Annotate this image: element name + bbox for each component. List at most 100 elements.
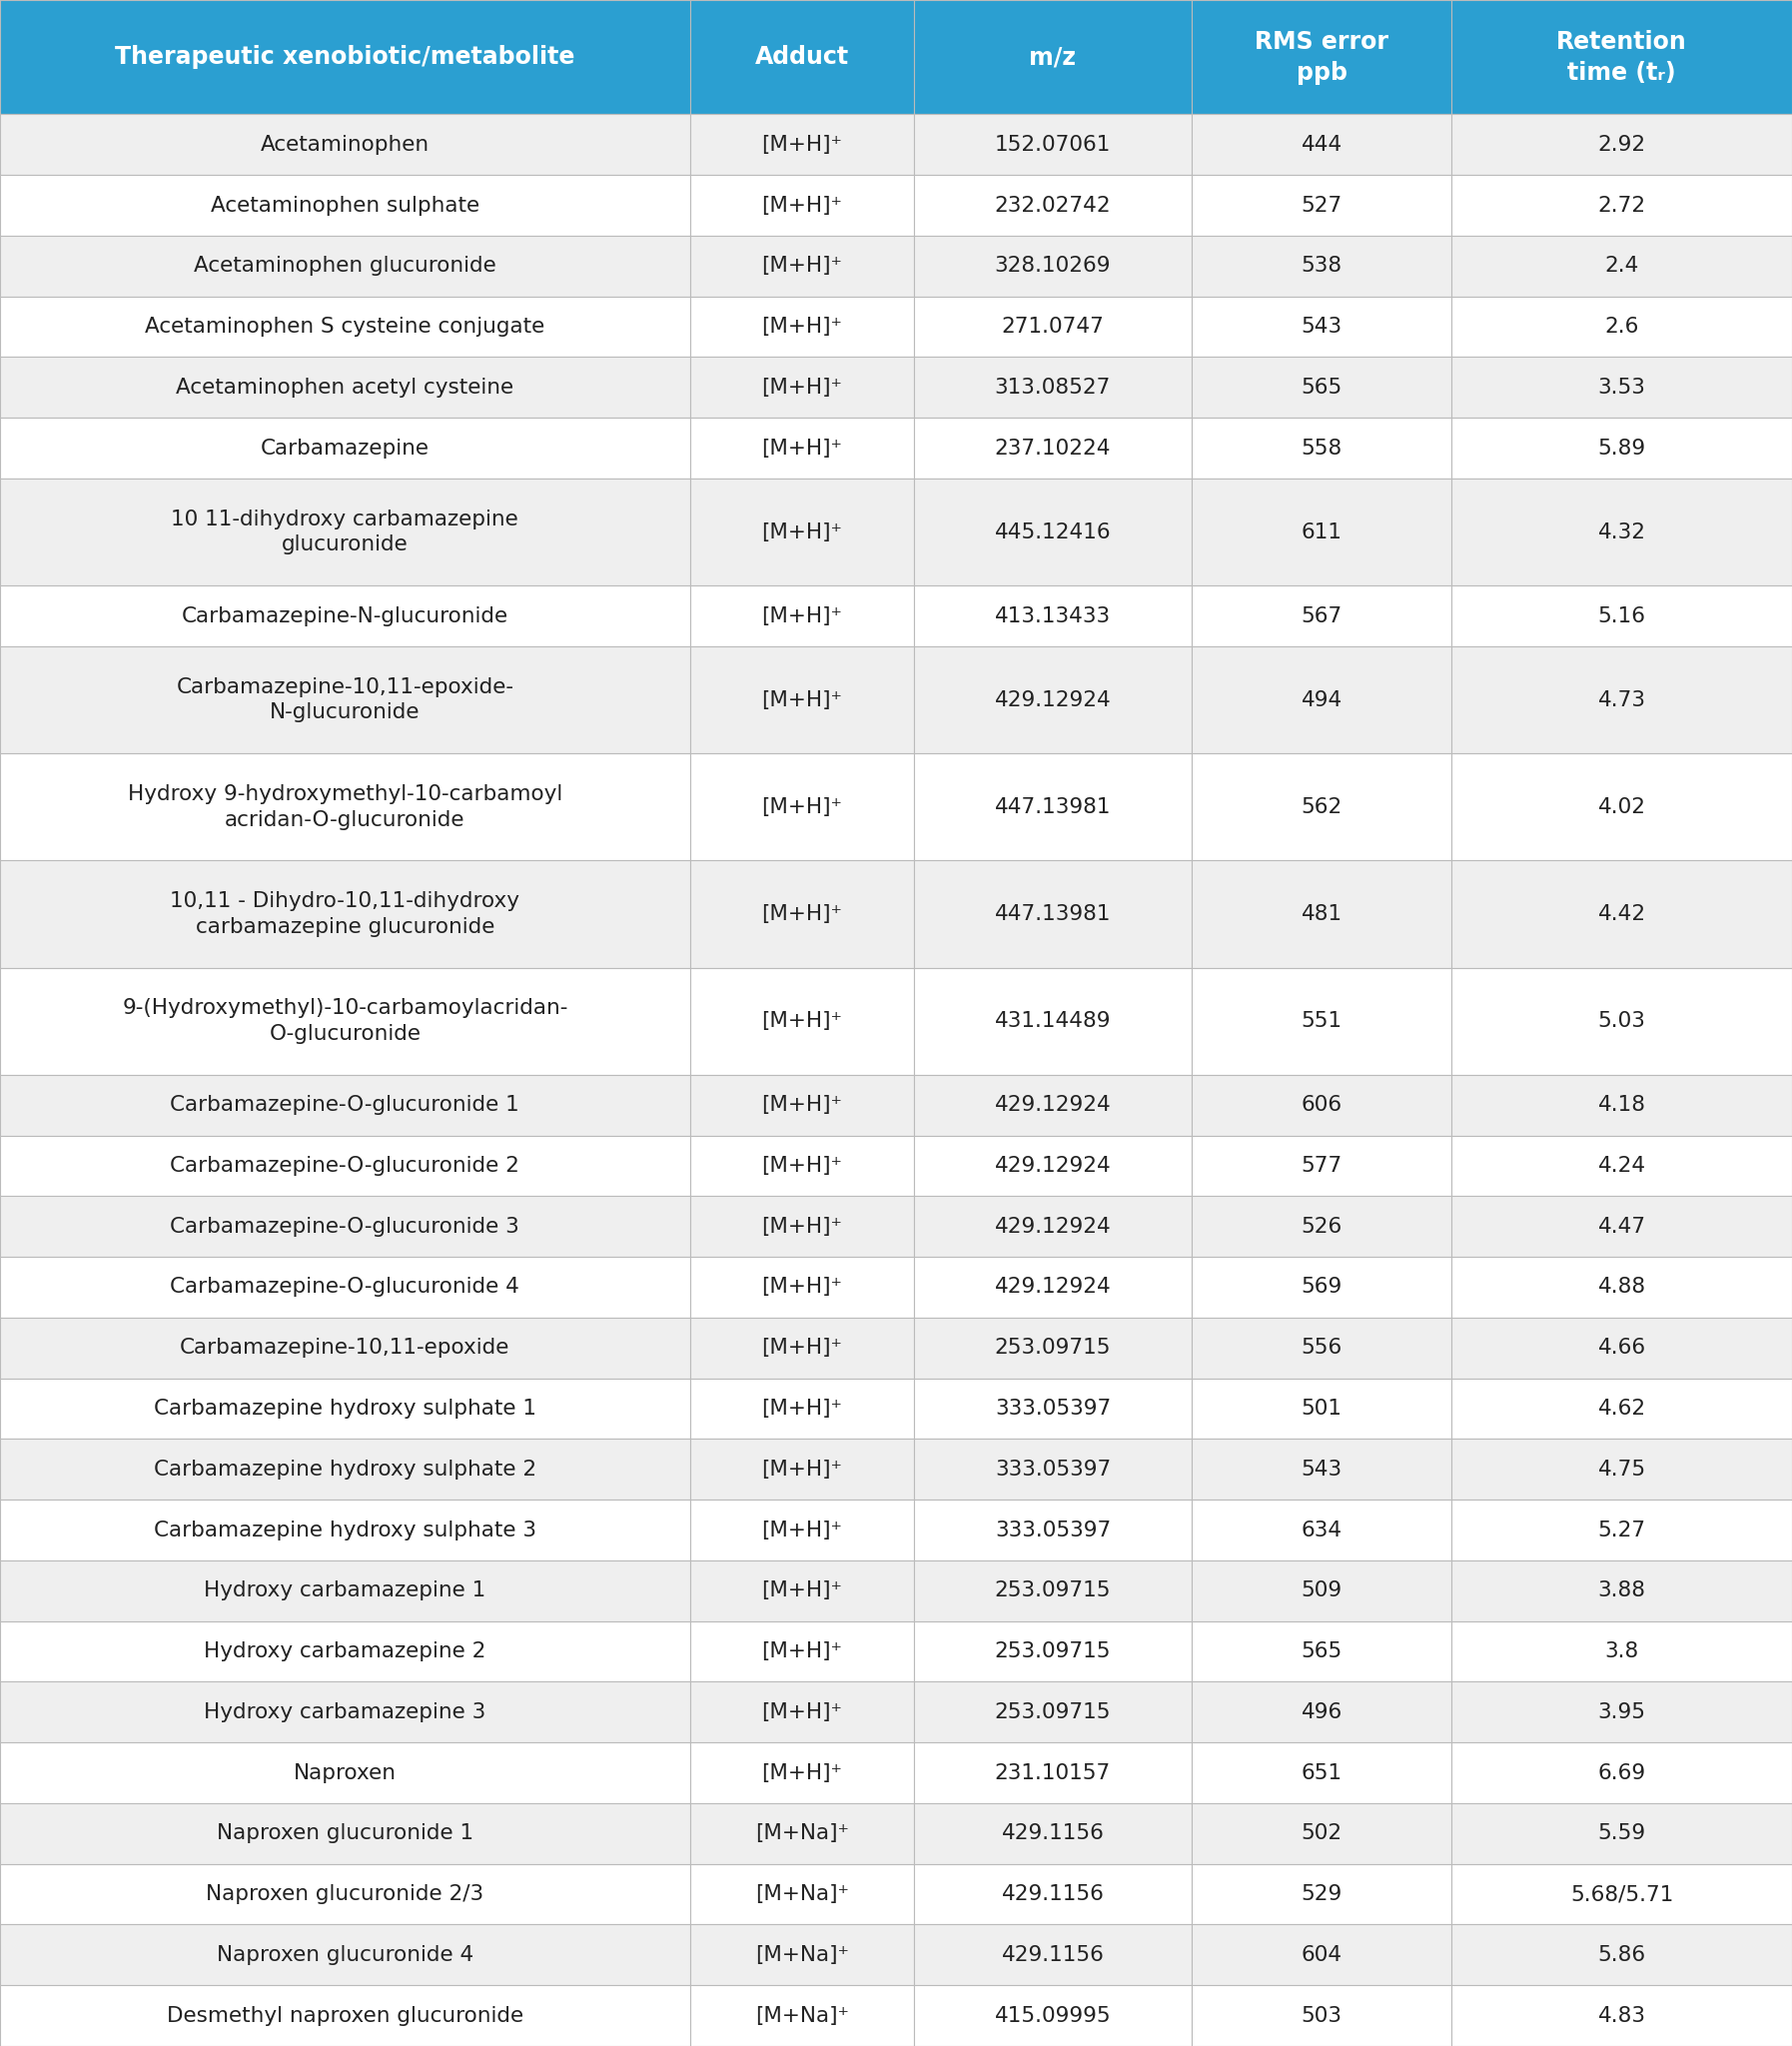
Bar [0,585,690,647]
Text: 503: 503 [1301,2005,1342,2026]
Text: [M+Na]⁺: [M+Na]⁺ [754,1946,849,1964]
Bar [1192,1438,1452,1500]
Text: 413.13433: 413.13433 [995,606,1111,626]
Text: 5.68/5.71: 5.68/5.71 [1570,1884,1674,1905]
Text: [M+H]⁺: [M+H]⁺ [762,1582,842,1600]
Bar [1452,1500,1792,1561]
Text: Hydroxy carbamazepine 3: Hydroxy carbamazepine 3 [204,1702,486,1723]
Bar [1192,0,1452,115]
Text: [M+H]⁺: [M+H]⁺ [762,1641,842,1661]
Bar [1192,1620,1452,1682]
Text: [M+H]⁺: [M+H]⁺ [762,317,842,338]
Bar [690,115,914,176]
Bar [690,1743,914,1803]
Text: 4.24: 4.24 [1598,1156,1645,1176]
Bar [0,1925,690,1985]
Bar [0,1438,690,1500]
Text: 429.1156: 429.1156 [1002,1884,1104,1905]
Bar [0,479,690,585]
Bar [0,417,690,479]
Text: 4.42: 4.42 [1598,904,1645,925]
Text: 556: 556 [1301,1338,1342,1359]
Bar [1452,417,1792,479]
Bar [0,968,690,1074]
Bar [1452,753,1792,861]
Bar [690,1620,914,1682]
Bar [1192,1985,1452,2046]
Bar [1452,297,1792,358]
Text: Carbamazepine-O-glucuronide 3: Carbamazepine-O-glucuronide 3 [170,1217,520,1236]
Bar [1452,1561,1792,1620]
Text: 3.95: 3.95 [1598,1702,1645,1723]
Bar [1452,1682,1792,1743]
Bar [914,1864,1192,1925]
Bar [690,0,914,115]
Text: 5.59: 5.59 [1598,1823,1645,1843]
Bar [0,1803,690,1864]
Bar [914,585,1192,647]
Bar [914,753,1192,861]
Bar [1452,479,1792,585]
Text: 5.16: 5.16 [1598,606,1645,626]
Text: 5.03: 5.03 [1598,1011,1645,1031]
Bar [1192,1136,1452,1197]
Text: [M+H]⁺: [M+H]⁺ [762,1399,842,1418]
Text: 551: 551 [1301,1011,1342,1031]
Text: 6.69: 6.69 [1598,1764,1645,1782]
Text: 565: 565 [1301,376,1342,397]
Bar [1452,358,1792,417]
Bar [914,861,1192,968]
Bar [1192,297,1452,358]
Text: [M+H]⁺: [M+H]⁺ [762,1459,842,1479]
Text: 4.02: 4.02 [1598,798,1645,816]
Bar [914,1256,1192,1318]
Bar [1452,1620,1792,1682]
Text: 333.05397: 333.05397 [995,1520,1111,1541]
Text: 501: 501 [1301,1399,1342,1418]
Text: [M+H]⁺: [M+H]⁺ [762,376,842,397]
Bar [914,1074,1192,1136]
Text: RMS error
ppb: RMS error ppb [1254,31,1389,84]
Bar [0,1743,690,1803]
Bar [690,1136,914,1197]
Bar [690,1197,914,1256]
Text: [M+Na]⁺: [M+Na]⁺ [754,2005,849,2026]
Text: 10 11-dihydroxy carbamazepine
glucuronide: 10 11-dihydroxy carbamazepine glucuronid… [172,509,518,554]
Bar [914,297,1192,358]
Bar [914,1136,1192,1197]
Bar [690,176,914,235]
Bar [690,1438,914,1500]
Bar [1192,1256,1452,1318]
Text: Carbamazepine-10,11-epoxide: Carbamazepine-10,11-epoxide [179,1338,511,1359]
Text: 577: 577 [1301,1156,1342,1176]
Text: [M+H]⁺: [M+H]⁺ [762,1338,842,1359]
Bar [1452,1318,1792,1379]
Text: 447.13981: 447.13981 [995,798,1111,816]
Bar [0,358,690,417]
Text: 3.53: 3.53 [1598,376,1645,397]
Bar [1192,968,1452,1074]
Text: Carbamazepine hydroxy sulphate 3: Carbamazepine hydroxy sulphate 3 [154,1520,536,1541]
Bar [0,1136,690,1197]
Text: 567: 567 [1301,606,1342,626]
Text: Adduct: Adduct [754,45,849,70]
Bar [1192,176,1452,235]
Text: [M+H]⁺: [M+H]⁺ [762,798,842,816]
Bar [0,1379,690,1438]
Bar [914,1925,1192,1985]
Text: Retention
time (tᵣ): Retention time (tᵣ) [1557,31,1686,84]
Text: Naproxen glucuronide 1: Naproxen glucuronide 1 [217,1823,473,1843]
Text: 3.88: 3.88 [1598,1582,1645,1600]
Text: Hydroxy carbamazepine 2: Hydroxy carbamazepine 2 [204,1641,486,1661]
Bar [1192,585,1452,647]
Bar [1452,585,1792,647]
Bar [1192,1197,1452,1256]
Text: 429.12924: 429.12924 [995,1156,1111,1176]
Bar [0,1256,690,1318]
Bar [690,1318,914,1379]
Bar [914,417,1192,479]
Text: [M+H]⁺: [M+H]⁺ [762,438,842,458]
Bar [0,861,690,968]
Bar [0,1620,690,1682]
Text: 2.72: 2.72 [1598,194,1645,215]
